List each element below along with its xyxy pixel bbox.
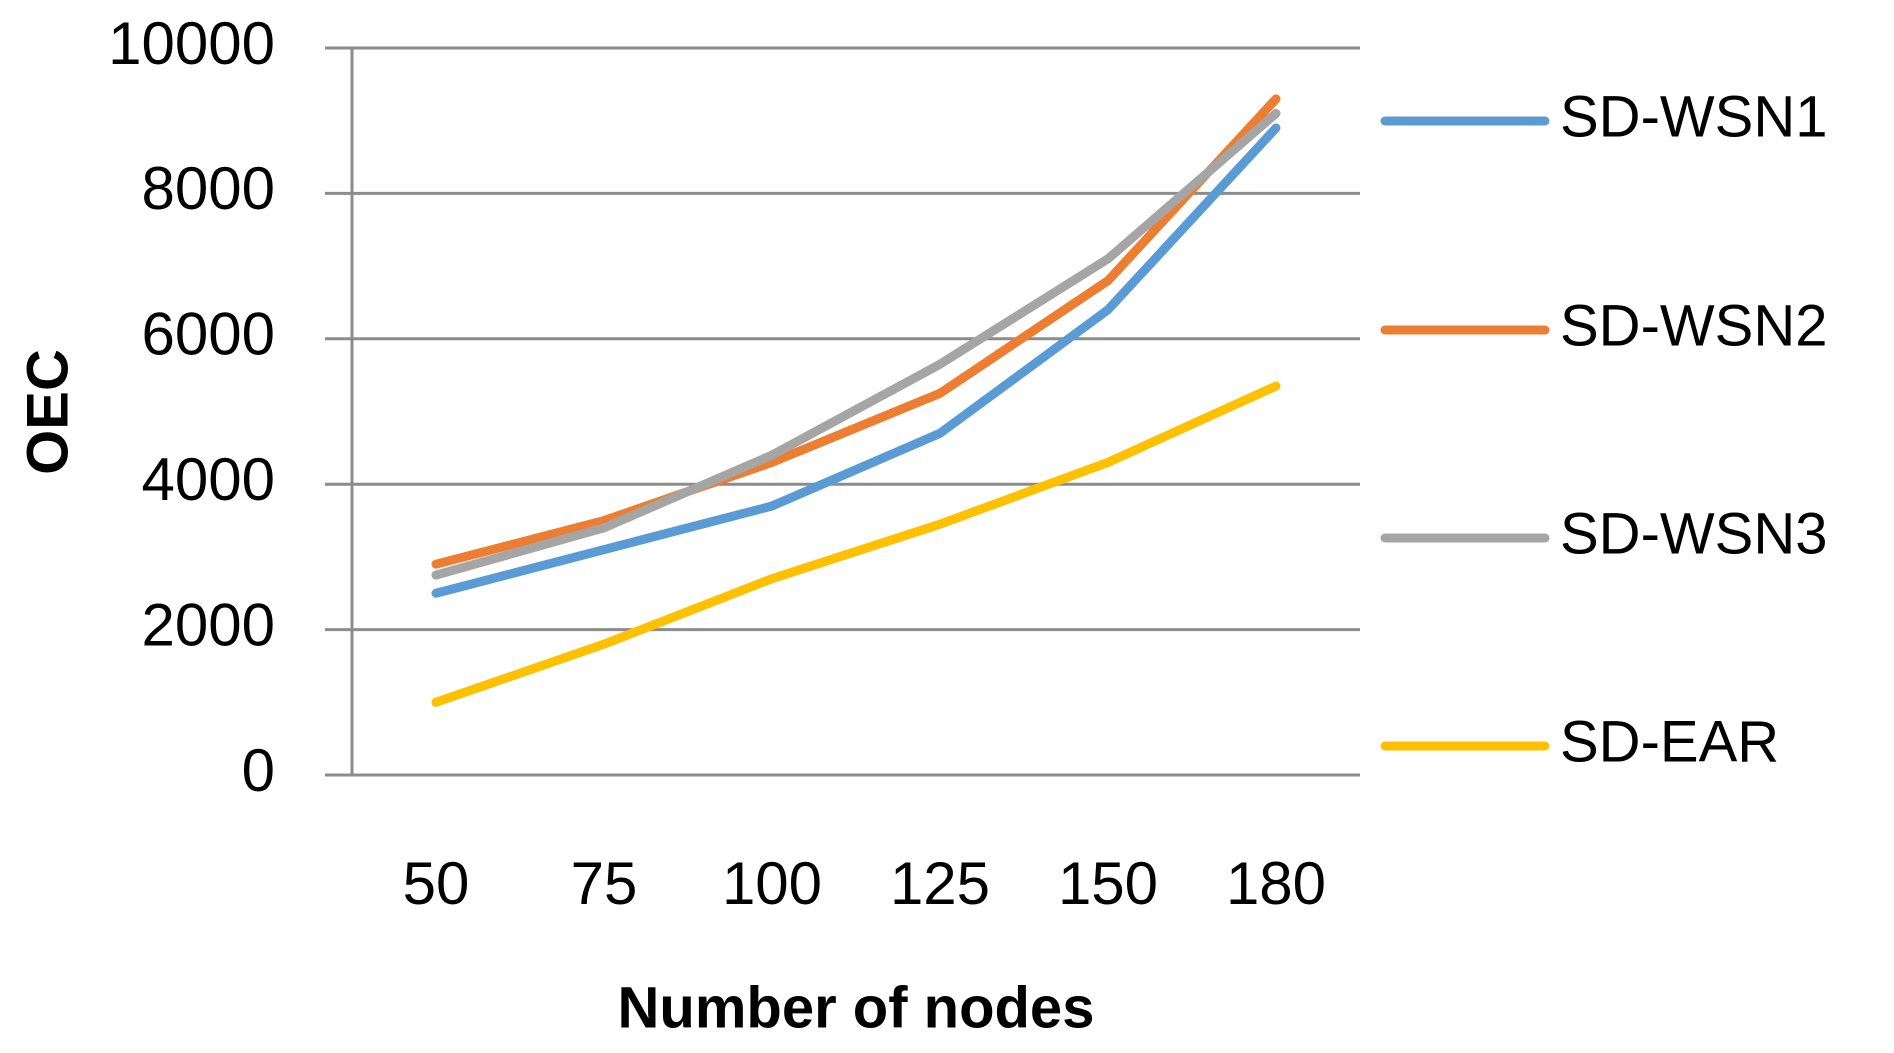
y-tick-label: 0	[242, 737, 275, 804]
x-tick-label: 50	[403, 850, 470, 917]
x-tick-label: 180	[1226, 850, 1326, 917]
y-tick-label: 2000	[142, 591, 275, 658]
legend-label: SD-WSN3	[1560, 501, 1827, 566]
legend-label: SD-WSN1	[1560, 84, 1827, 149]
legend-label: SD-WSN2	[1560, 293, 1827, 358]
legend-label: SD-EAR	[1560, 709, 1779, 774]
y-tick-label: 10000	[108, 10, 275, 77]
line-series	[431, 123, 1281, 598]
x-tick-label: 150	[1058, 850, 1158, 917]
x-tick-label: 125	[890, 850, 990, 917]
line-series	[431, 381, 1281, 707]
y-axis-title: OEC	[15, 349, 80, 475]
x-axis-title: Number of nodes	[618, 975, 1095, 1040]
line-series	[431, 94, 1281, 569]
y-tick-label: 4000	[142, 446, 275, 513]
y-tick-label: 8000	[142, 155, 275, 222]
x-tick-label: 75	[571, 850, 638, 917]
x-tick-label: 100	[722, 850, 822, 917]
line-series	[431, 108, 1281, 580]
y-tick-label: 6000	[142, 301, 275, 368]
